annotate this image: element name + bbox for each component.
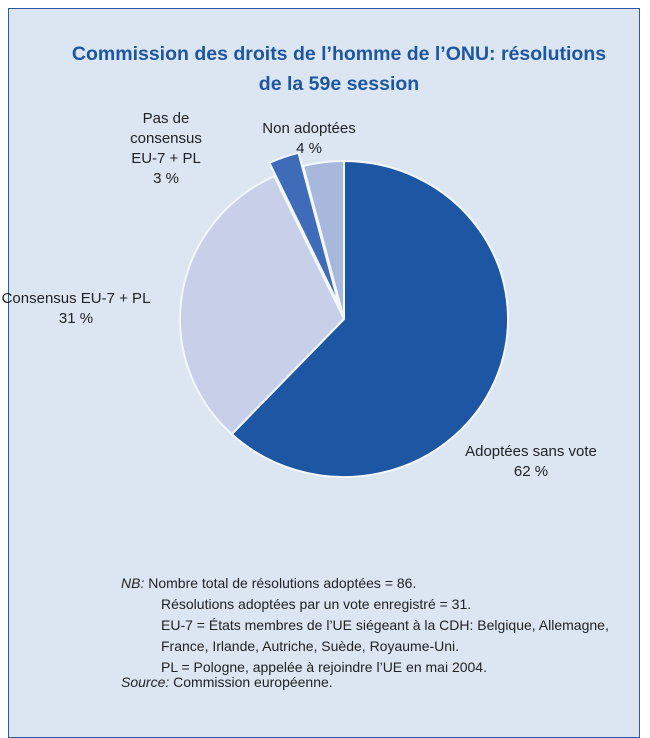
slice-label: Consensus EU-7 + PL 31 % — [1, 289, 151, 329]
panel: Commission des droits de l’homme de l’ON… — [2, 8, 640, 738]
value-label: 62 % — [513, 463, 549, 480]
category-label: Consensus EU-7 + PL — [1, 290, 151, 307]
slice-label: Adoptées sans vote 62 % — [456, 442, 606, 482]
source: Source: Commission européenne. — [121, 674, 333, 690]
pie-slice — [268, 151, 341, 307]
pie-slice — [230, 159, 509, 478]
note: EU-7 = États membres de l’UE siégeant à … — [161, 617, 609, 654]
note: Résolutions adoptées par un vote enregis… — [161, 596, 472, 612]
value-label: 4 % — [296, 140, 322, 157]
category-label: Adoptées sans vote — [465, 443, 597, 460]
pie-slice — [179, 174, 346, 436]
category-label: Pas de consensus EU-7 + PL — [130, 110, 202, 167]
category-label: Non adoptées — [262, 120, 356, 137]
nb-label: NB: — [121, 575, 145, 591]
pie-slice — [301, 159, 345, 320]
value-label: 3 % — [153, 170, 179, 187]
chart-title: Commission des droits de l’homme de l’ON… — [71, 43, 607, 95]
notes: NB: Nombre total de résolutions adoptées… — [121, 573, 611, 678]
chart — [179, 151, 509, 478]
note: NB: Nombre total de résolutions adoptées… — [121, 573, 611, 594]
source-label: Source: — [121, 674, 170, 690]
value-label: 31 % — [58, 310, 94, 327]
slice-label: Pas de consensus EU-7 + PL 3 % — [116, 109, 216, 189]
note-text: Nombre total de résolutions adoptées = 8… — [148, 575, 417, 591]
note: PL = Pologne, appelée à rejoindre l’UE e… — [161, 659, 487, 675]
slice-label: Non adoptées 4 % — [259, 119, 359, 159]
source-text: Commission européenne. — [173, 674, 333, 690]
